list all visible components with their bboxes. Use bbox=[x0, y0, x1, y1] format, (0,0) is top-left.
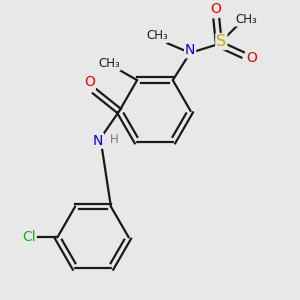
Text: O: O bbox=[84, 75, 95, 89]
Text: CH₃: CH₃ bbox=[146, 29, 168, 42]
Text: N: N bbox=[93, 134, 103, 148]
Text: Cl: Cl bbox=[22, 230, 36, 244]
Text: H: H bbox=[110, 133, 119, 146]
Text: N: N bbox=[185, 44, 195, 57]
Text: S: S bbox=[216, 34, 226, 49]
Text: CH₃: CH₃ bbox=[235, 13, 257, 26]
Text: O: O bbox=[210, 2, 221, 16]
Text: CH₃: CH₃ bbox=[98, 57, 120, 70]
Text: O: O bbox=[246, 51, 257, 65]
